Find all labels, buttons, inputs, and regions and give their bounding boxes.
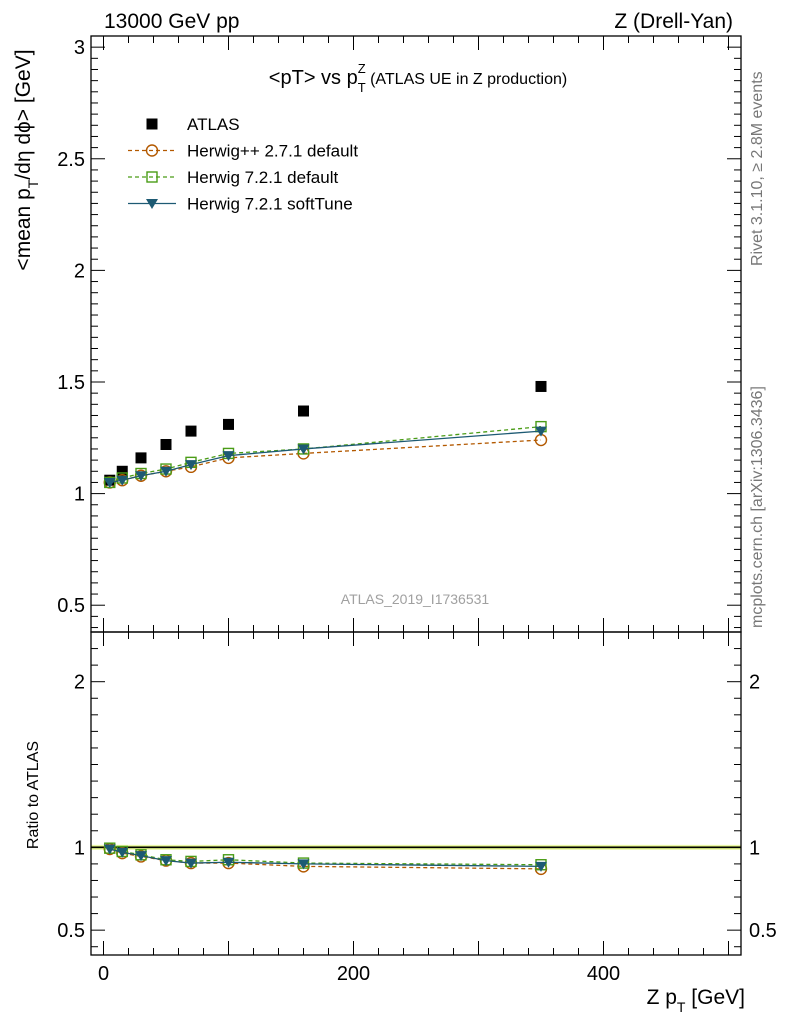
- legend-marker-softtune: [146, 199, 158, 209]
- xtick-label: 0: [98, 963, 109, 985]
- ratio-ytick-label: 0.5: [57, 920, 85, 942]
- ratio-ytick-label-right: 2: [749, 672, 760, 694]
- ratio-line-softtune: [109, 848, 542, 868]
- ratio-line-herwig721: [109, 847, 542, 866]
- ratio-ytick-label-right: 0.5: [749, 920, 777, 942]
- plot-layer: 0.5 1 1.5 2 2.5 3 0.5 0.5 1 1 2 2 0 200 400: [57, 35, 777, 985]
- header-right-label: Z (Drell-Yan): [614, 10, 733, 33]
- legend-marker-atlas: [146, 118, 158, 130]
- legend-label-softtune: Herwig 7.2.1 softTune: [187, 195, 353, 214]
- legend-marker-herwigpp: [145, 144, 159, 157]
- main-point-atlas: [298, 405, 309, 417]
- ratio-point-softtune: [160, 856, 172, 867]
- main-ylabel-sub: T: [25, 179, 41, 188]
- main-ylabel-pre: <mean p: [12, 188, 35, 270]
- legend-label-herwigpp: Herwig++ 2.7.1 default: [187, 142, 358, 161]
- xlabel-sub: T: [677, 999, 686, 1015]
- main-point-atlas: [135, 452, 147, 464]
- main-ytick-label: 0.5: [57, 595, 85, 617]
- main-point-softtune: [160, 466, 172, 477]
- main-point-softtune: [103, 477, 116, 488]
- legend: ATLAS Herwig++ 2.7.1 default Herwig 7.2.1 …: [128, 115, 358, 214]
- main-ylabel: <mean pT/dη dϕ> [GeV]: [12, 49, 41, 270]
- main-line-softtune: [109, 430, 542, 484]
- ratio-point-softtune: [116, 847, 129, 858]
- legend-entry-softtune: Herwig 7.2.1 softTune: [128, 195, 353, 214]
- main-ytick-label: 2.5: [57, 149, 85, 171]
- mcplots-side-label: mcplots.cern.ch [arXiv:1306.3436]: [749, 386, 766, 628]
- main-ytick-label: 3: [74, 37, 85, 59]
- xlabel: Z pT [GeV]: [647, 986, 745, 1015]
- main-title: <pT> vs pZ T (ATLAS UE in Z production): [269, 61, 567, 95]
- main-point-softtune: [185, 460, 197, 471]
- ratio-ytick-label-right: 1: [749, 837, 760, 859]
- main-point-softtune: [535, 426, 547, 437]
- legend-marker-herwig721: [146, 171, 158, 183]
- main-point-softtune: [222, 451, 235, 462]
- main-line-herwig721: [109, 425, 542, 484]
- main-ytick-label: 2: [74, 260, 85, 282]
- main-point-softtune: [297, 444, 310, 455]
- xtick-label: 400: [587, 963, 620, 985]
- main-title-sub: T: [358, 80, 366, 95]
- ratio-ytick-label: 2: [74, 672, 85, 694]
- ratio-point-softtune: [535, 861, 547, 872]
- analysis-watermark: ATLAS_2019_I1736531: [341, 591, 490, 607]
- ratio-point-softtune: [222, 857, 235, 868]
- main-point-atlas: [116, 465, 128, 477]
- ratio-plot-frame: [90, 631, 742, 956]
- ratio-point-softtune: [103, 844, 116, 855]
- header-left-label: 13000 GeV pp: [104, 10, 239, 33]
- ratio-point-softtune: [297, 859, 310, 870]
- main-ylabel-post: /dη dϕ> [GeV]: [12, 49, 35, 179]
- xtick-label: 200: [337, 963, 370, 985]
- main-point-softtune: [135, 471, 147, 482]
- xlabel-pre: Z p: [647, 986, 677, 1009]
- legend-entry-herwigpp: Herwig++ 2.7.1 default: [128, 142, 358, 161]
- legend-entry-herwig721: Herwig 7.2.1 default: [128, 168, 338, 187]
- legend-entry-atlas: ATLAS: [146, 115, 240, 134]
- xlabel-post: [GeV]: [685, 986, 745, 1009]
- main-ytick-label: 1: [74, 484, 85, 506]
- main-title-post: (ATLAS UE in Z production): [366, 71, 568, 88]
- main-point-softtune: [116, 475, 129, 486]
- main-point-atlas: [535, 380, 547, 392]
- main-ytick-label: 1.5: [57, 372, 85, 394]
- ratio-point-softtune: [185, 858, 197, 869]
- rivet-side-label: Rivet 3.1.10, ≥ 2.8M events: [749, 71, 766, 266]
- ratio-point-softtune: [135, 851, 147, 862]
- ratio-ytick-label: 1: [74, 837, 85, 859]
- legend-label-atlas: ATLAS: [187, 115, 240, 134]
- main-title-sup: Z: [358, 61, 366, 76]
- main-title-pre: <pT> vs p: [269, 67, 358, 89]
- main-point-atlas: [223, 418, 234, 430]
- ratio-ylabel: Ratio to ATLAS: [25, 741, 42, 849]
- main-point-atlas: [185, 425, 197, 437]
- legend-label-herwig721: Herwig 7.2.1 default: [187, 168, 338, 187]
- main-point-atlas: [160, 438, 172, 450]
